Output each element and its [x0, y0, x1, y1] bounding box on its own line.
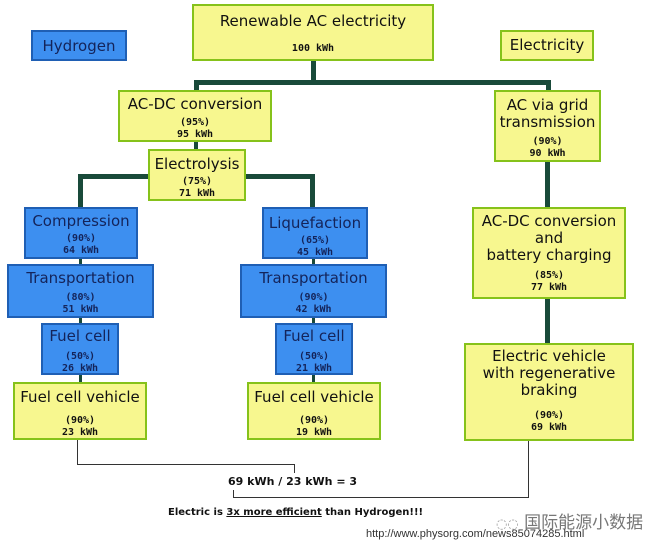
conclusion: Electric is 3x more efficient than Hydro… — [168, 507, 424, 518]
liquefaction-box: Liquefaction (65%) 45 kWh — [262, 207, 368, 259]
transportation-box-left: Transportation (80%) 51 kWh — [7, 264, 154, 318]
grid-transmission-box: AC via grid transmission (90%) 90 kWh — [494, 90, 601, 162]
efficiency-equation: 69 kWh / 23 kWh = 3 — [228, 475, 358, 488]
electrolysis-box: Electrolysis (75%) 71 kWh — [148, 149, 246, 201]
comparison-line — [294, 464, 295, 473]
source-url: http://www.physorg.com/news85074285.html — [366, 528, 585, 540]
electric-vehicle-box: Electric vehicle with regenerative braki… — [464, 343, 634, 441]
transportation-box-right: Transportation (90%) 42 kWh — [240, 264, 387, 318]
connector — [312, 370, 315, 382]
connector — [545, 160, 550, 209]
legend-hydrogen: Hydrogen — [31, 30, 127, 61]
comparison-line — [528, 441, 529, 498]
acdc-conversion-box: AC-DC conversion (95%) 95 kWh — [118, 90, 272, 142]
connector — [194, 80, 199, 92]
connector — [79, 370, 82, 382]
fuel-cell-vehicle-box-right: Fuel cell vehicle (90%) 19 kWh — [247, 382, 381, 440]
legend-electricity: Electricity — [500, 30, 594, 61]
connector — [545, 297, 550, 345]
comparison-line — [77, 440, 78, 465]
connector — [312, 314, 315, 324]
connector — [194, 140, 198, 152]
connector — [311, 60, 316, 84]
comparison-line — [233, 497, 529, 498]
battery-charging-box: AC-DC conversion and battery charging (8… — [472, 207, 626, 299]
comparison-line — [233, 490, 234, 498]
connector — [312, 256, 315, 266]
connector — [194, 80, 551, 85]
connector — [546, 80, 551, 92]
connector — [310, 174, 315, 209]
connector — [79, 256, 82, 266]
compression-box: Compression (90%) 64 kWh — [24, 207, 138, 259]
connector — [79, 314, 82, 324]
connector — [78, 174, 83, 209]
comparison-line — [77, 464, 295, 465]
wechat-icon: ◌◌ — [496, 517, 519, 532]
fuel-cell-vehicle-box-left: Fuel cell vehicle (90%) 23 kWh — [13, 382, 147, 440]
watermark: ◌◌ 国际能源小数据 — [496, 513, 644, 533]
fuel-cell-box-right: Fuel cell (50%) 21 kWh — [275, 323, 353, 375]
source-box: Renewable AC electricity 100 kWh — [192, 4, 434, 61]
fuel-cell-box-left: Fuel cell (50%) 26 kWh — [41, 323, 119, 375]
